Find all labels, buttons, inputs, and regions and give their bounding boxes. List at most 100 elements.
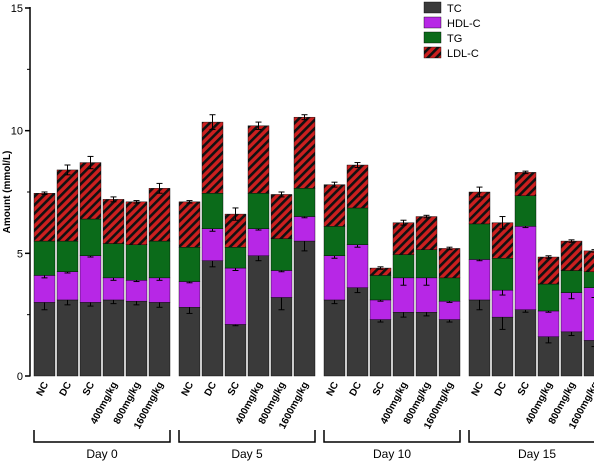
bar-segment-hdl-c xyxy=(537,310,560,337)
bar-segment-tc xyxy=(247,255,270,377)
bar-segment-tg xyxy=(537,283,560,312)
bar-segment-tc xyxy=(346,287,369,377)
bar-segment-ldl-c xyxy=(178,201,201,248)
bar-segment-tc xyxy=(102,299,125,377)
legend-swatch-tc xyxy=(423,1,442,14)
bar-segment-tg xyxy=(323,226,346,256)
bar-segment-tc xyxy=(583,340,594,377)
bar-segment-tg xyxy=(178,246,201,282)
bar-segment-tc xyxy=(224,324,247,377)
bar-segment-ldl-c xyxy=(323,184,346,227)
legend-label: TC xyxy=(447,3,462,15)
bar-segment-ldl-c xyxy=(201,121,224,194)
bar-segment-ldl-c xyxy=(514,172,537,196)
bar-segment-hdl-c xyxy=(125,280,148,302)
bar-segment-tg xyxy=(201,193,224,230)
y-axis-label: Amount (mmol/L) xyxy=(2,151,13,234)
bar-segment-tc xyxy=(438,319,461,377)
bar-segment-hdl-c xyxy=(270,270,293,298)
bar-segment-ldl-c xyxy=(56,169,79,242)
bar-segment-ldl-c xyxy=(293,116,316,189)
y-tick-label: 10 xyxy=(11,126,23,138)
legend-label: LDL-C xyxy=(447,48,479,60)
bar-segment-tc xyxy=(148,302,171,377)
x-tick-label: DC xyxy=(348,380,364,398)
group-label: Day 0 xyxy=(86,447,118,461)
group-label: Day 15 xyxy=(518,447,556,461)
y-tick-label: 5 xyxy=(17,248,23,260)
y-tick-label: 15 xyxy=(11,3,23,15)
x-tick-label: SC xyxy=(226,380,242,397)
group-bracket xyxy=(323,430,461,443)
x-tick-label: NC xyxy=(180,380,196,398)
bar-segment-tc xyxy=(468,299,491,377)
bar-segment-tc xyxy=(415,312,438,377)
bar-segment-ldl-c xyxy=(148,188,171,242)
bar-segment-hdl-c xyxy=(56,271,79,301)
bar-segment-ldl-c xyxy=(392,222,415,255)
bar-segment-hdl-c xyxy=(583,287,594,341)
legend-swatch-tg xyxy=(423,31,442,44)
x-tick-label: NC xyxy=(325,380,341,398)
bar-segment-tc xyxy=(125,300,148,377)
bar-segment-hdl-c xyxy=(224,267,247,325)
y-tick-label: 0 xyxy=(17,371,23,383)
bar-segment-tg xyxy=(270,238,293,271)
x-tick-label: NC xyxy=(35,380,51,398)
bar-segment-tg xyxy=(247,193,270,230)
bar-segment-tg xyxy=(148,240,171,279)
bar-segment-hdl-c xyxy=(369,299,392,320)
x-tick-label: SC xyxy=(81,380,97,397)
bar-segment-hdl-c xyxy=(346,244,369,288)
bar-segment-tc xyxy=(293,240,316,377)
bar-segment-tc xyxy=(79,302,102,377)
bar-segment-tg xyxy=(125,244,148,281)
bar-segment-tg xyxy=(369,275,392,301)
bar-segment-hdl-c xyxy=(79,255,102,303)
x-tick-label: NC xyxy=(470,380,486,398)
bar-segment-hdl-c xyxy=(247,228,270,256)
x-tick-label: DC xyxy=(493,380,509,398)
bar-segment-ldl-c xyxy=(247,125,270,194)
bar-segment-ldl-c xyxy=(125,201,148,245)
bar-segment-tg xyxy=(293,188,316,217)
bar-segment-hdl-c xyxy=(148,277,171,303)
axes: 0 5 10 15 xyxy=(11,3,31,383)
bar-segment-hdl-c xyxy=(323,255,346,301)
bar-segment-ldl-c xyxy=(33,193,56,242)
group-label: Day 10 xyxy=(373,447,411,461)
bar-segment-ldl-c xyxy=(438,248,461,279)
bar-segment-tc xyxy=(56,299,79,377)
bar-segment-tc xyxy=(178,307,201,377)
legend-label: HDL-C xyxy=(447,18,481,30)
bar-segment-tg xyxy=(583,271,594,288)
group-bracket xyxy=(468,430,594,443)
legend-swatch-ldl-c xyxy=(423,46,442,59)
bar-segment-tg xyxy=(346,207,369,245)
x-tick-label: DC xyxy=(203,380,219,398)
bar-segment-hdl-c xyxy=(33,275,56,303)
bar-segment-tg xyxy=(560,270,583,293)
bar-segment-hdl-c xyxy=(178,281,201,308)
bar-segment-tc xyxy=(323,299,346,377)
bar-segment-ldl-c xyxy=(537,256,560,285)
bar-segment-tg xyxy=(514,195,537,227)
group-bracket xyxy=(33,430,171,443)
bar-segment-tg xyxy=(224,246,247,269)
bar-segment-tg xyxy=(415,249,438,279)
bar-segment-ldl-c xyxy=(583,250,594,272)
bar-segment-hdl-c xyxy=(201,228,224,261)
x-tick-label: DC xyxy=(58,380,74,398)
bar-segment-ldl-c xyxy=(415,216,438,250)
bar-segment-ldl-c xyxy=(79,162,102,220)
x-tick-label: SC xyxy=(516,380,532,397)
legend-swatch-hdl-c xyxy=(423,16,442,29)
bar-segment-tc xyxy=(369,319,392,377)
group-label: Day 5 xyxy=(231,447,263,461)
bar-segment-hdl-c xyxy=(102,277,125,301)
legend-label: TG xyxy=(447,33,462,45)
bar-segment-tg xyxy=(392,254,415,279)
bar-segment-ldl-c xyxy=(102,199,125,244)
bar-segment-hdl-c xyxy=(514,226,537,310)
